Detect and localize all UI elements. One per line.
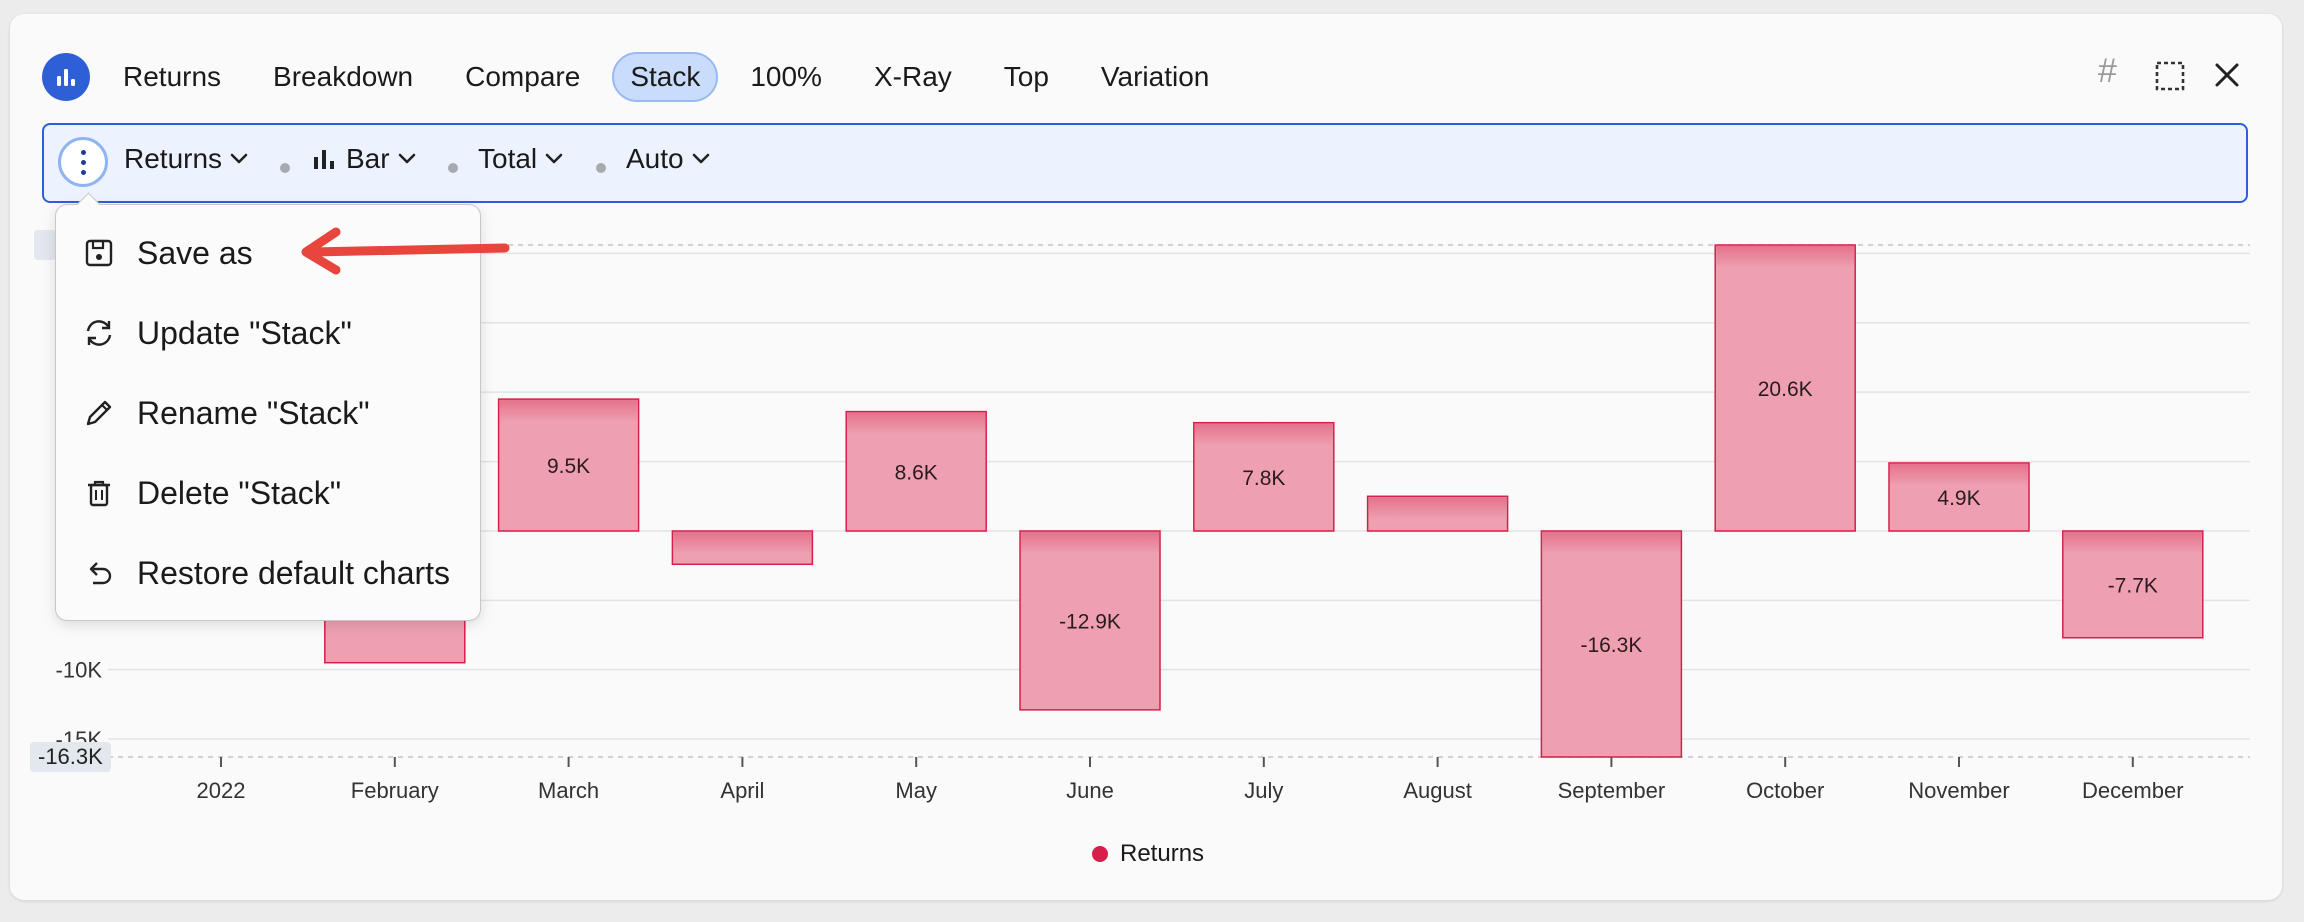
y-tick-label: -10K [56,658,103,683]
tab-top[interactable]: Top [1003,61,1049,92]
app-logo[interactable] [42,53,90,101]
x-tick-label: March [538,778,599,803]
expand-icon[interactable] [2154,60,2186,92]
x-tick-label: September [1558,778,1666,803]
bar [1540,530,1683,758]
bar-highlight [1542,532,1681,554]
x-tick-label: July [1244,778,1283,803]
x-tick-label: October [1746,778,1824,803]
refresh-icon [86,320,112,346]
aggregation-dropdown[interactable]: Total [478,143,563,175]
granularity-dropdown[interactable]: Auto [626,143,710,175]
bar-highlight [1368,497,1507,520]
tab-stack[interactable]: Stack [612,52,719,102]
tab-variation[interactable]: Variation [1100,61,1210,92]
chevron-down-icon [545,153,563,164]
data-label: 8.6K [895,461,938,484]
more-options-button[interactable] [58,137,108,187]
bar-highlight [1890,463,2028,486]
chart-toolbar: Returns Bar Total Auto [42,123,2248,203]
granularity-label: Auto [626,143,684,174]
chart-tabs: Returns Breakdown Compare Stack 100% X-R… [103,52,1241,102]
menu-item-update[interactable]: Update "Stack" [56,303,480,363]
bar [1019,530,1161,711]
trash-icon [88,480,110,507]
data-label: 20.6K [1758,378,1813,401]
annotation-arrow-icon [301,227,510,275]
bar-chart-icon [57,69,75,86]
x-tick-label: December [2082,778,2183,803]
x-tick-label: May [895,778,937,803]
menu-item-label: Delete "Stack" [137,474,342,511]
data-label: 9.5K [547,455,590,478]
bar-highlight [2063,532,2202,554]
chevron-down-icon [692,153,709,164]
x-tick-label: April [720,778,764,803]
aggregation-label: Total [478,143,538,174]
menu-item-label: Update "Stack" [137,314,352,351]
close-icon[interactable] [2212,60,2242,90]
data-label: -16.3K [1580,634,1642,657]
tab-compare[interactable]: Compare [465,61,581,92]
x-tick-label: June [1066,778,1114,803]
menu-item-label: Save as [137,234,253,271]
menu-item-label: Restore default charts [137,554,451,591]
tab-returns[interactable]: Returns [123,61,222,92]
legend-label: Returns [1120,840,1205,867]
chevron-down-icon [398,153,415,164]
chevron-down-icon [230,153,248,164]
bar-highlight [847,412,986,435]
bar [1714,244,1856,532]
bar-highlight [1716,246,1855,268]
menu-item-label: Rename "Stack" [137,394,370,431]
x-tick-label: 2022 [197,778,246,803]
x-tick-label: February [351,778,439,803]
data-label: -12.9K [1059,610,1121,633]
metric-dropdown[interactable]: Returns [124,143,248,175]
data-label: 7.8K [1242,467,1285,490]
save-icon [85,239,113,267]
bar-highlight [1194,423,1333,446]
undo-icon [89,562,112,585]
menu-item-delete[interactable]: Delete "Stack" [56,463,480,523]
tab-breakdown[interactable]: Breakdown [273,61,414,92]
bar-highlight [1021,532,1159,554]
pencil-icon [86,400,112,426]
data-label: -7.7K [2108,574,2158,597]
x-tick-label: November [1908,778,2009,803]
bar-highlight [499,400,638,423]
chart-type-dropdown[interactable]: Bar [312,143,416,175]
menu-item-rename[interactable]: Rename "Stack" [56,383,480,443]
ymin-badge: -16.3K [30,742,111,772]
ymax-badge [34,230,56,260]
data-label: 4.9K [1937,487,1980,510]
legend-swatch [1092,846,1108,862]
menu-item-restore-defaults[interactable]: Restore default charts [56,543,480,603]
metric-dropdown-label: Returns [124,143,223,174]
chart-legend[interactable]: Returns [1092,840,1204,868]
tab-x-ray[interactable]: X-Ray [873,61,952,92]
chart-type-label: Bar [346,143,390,174]
bar-highlight [673,532,812,554]
menu-item-save-as[interactable]: Save as [56,223,480,283]
x-tick-label: August [1403,778,1472,803]
tab-100-percent[interactable]: 100% [750,61,822,92]
options-menu: Save as Update "Stack" Rename "Stack" De… [55,192,481,621]
hash-icon[interactable]: # [2098,52,2117,90]
bar-chart-icon [314,150,334,169]
